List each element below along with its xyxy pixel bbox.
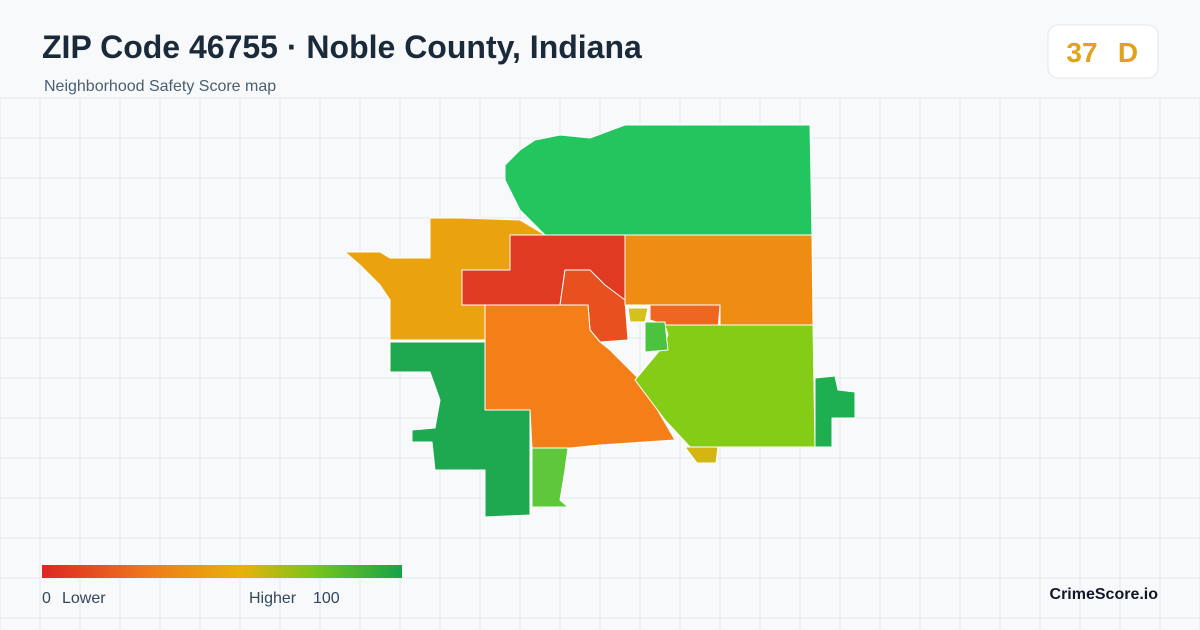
region	[389, 341, 531, 518]
brand: CrimeScore.io	[1050, 586, 1159, 603]
zip-regions	[344, 124, 856, 518]
region	[624, 234, 814, 326]
region	[814, 375, 856, 448]
region	[627, 307, 649, 323]
title: ZIP Code 46755 · Noble County, Indiana	[42, 29, 642, 65]
legend-min: 0	[42, 590, 51, 607]
region	[684, 446, 719, 464]
subtitle: Neighborhood Safety Score map	[44, 78, 276, 95]
region	[531, 447, 569, 508]
score-grade: D	[1118, 37, 1138, 68]
legend-gradient	[42, 565, 402, 578]
legend-min-label: Lower	[62, 590, 106, 607]
score-value: 37	[1066, 37, 1097, 68]
region	[504, 124, 813, 236]
region	[644, 321, 669, 353]
score-box	[1047, 24, 1159, 79]
legend-max: 100	[313, 590, 340, 607]
legend-max-label: Higher	[249, 590, 297, 607]
